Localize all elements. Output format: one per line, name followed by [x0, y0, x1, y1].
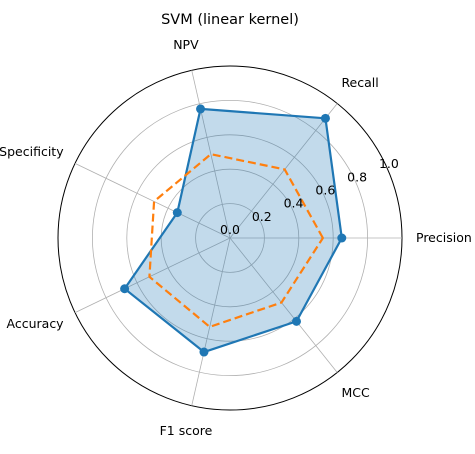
series-0-point-f1-score: [199, 347, 209, 357]
series-0-point-precision: [337, 233, 347, 243]
axis-label-npv: NPV: [173, 37, 199, 52]
r-tick-label-0: 0.0: [220, 222, 240, 237]
axis-label-f1-score: F1 score: [160, 423, 213, 438]
r-tick-label-4: 0.8: [347, 169, 367, 184]
spoke-recall: [229, 103, 338, 239]
chart-title: SVM (linear kernel): [161, 12, 299, 28]
radial-ticks: 0.0 0.2 0.4 0.6 0.8 1.0: [220, 156, 399, 237]
spoke-mcc: [229, 237, 338, 373]
r-tick-label-5: 1.0: [379, 156, 399, 171]
spoke-f1-score: [191, 237, 231, 406]
series-0-point-npv: [196, 104, 206, 114]
axis-label-mcc: MCC: [341, 385, 370, 400]
spoke-accuracy: [74, 237, 231, 313]
r-tick-label-1: 0.2: [252, 209, 272, 224]
series-layer: [120, 104, 347, 357]
spoke-npv: [191, 70, 231, 239]
spoke-specificity: [74, 163, 231, 239]
series-0-point-accuracy: [120, 284, 130, 294]
axis-label-precision: Precision: [416, 230, 472, 245]
series-1-line: [148, 153, 324, 328]
axis-label-specificity: Specificity: [0, 144, 64, 159]
series-0-point-specificity: [172, 208, 182, 218]
axis-label-recall: Recall: [341, 75, 378, 90]
polar-grid: [57, 65, 403, 411]
r-tick-label-2: 0.4: [284, 196, 304, 211]
axis-labels: Precision Recall NPV Specificity Accuracy F1 …: [0, 37, 472, 438]
axis-label-accuracy: Accuracy: [7, 316, 65, 331]
series-0-point-mcc: [291, 316, 301, 326]
r-tick-label-3: 0.6: [315, 183, 335, 198]
series-0-point-recall: [320, 113, 330, 123]
